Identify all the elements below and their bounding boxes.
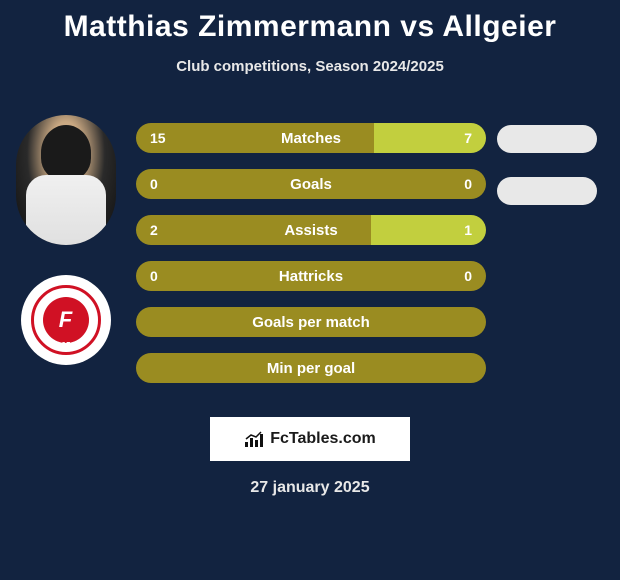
stat-label: Assists	[136, 222, 486, 239]
stat-label: Matches	[136, 130, 486, 147]
player-right-avatar-blank	[497, 177, 597, 205]
stat-row: Min per goal	[136, 353, 486, 383]
subtitle: Club competitions, Season 2024/2025	[0, 58, 620, 75]
player-left-avatar	[16, 115, 116, 245]
stat-row: Goals per match	[136, 307, 486, 337]
snapshot-date: 27 january 2025	[0, 479, 620, 497]
player-right-column	[492, 125, 602, 229]
club-initial: F	[59, 307, 72, 333]
player-left-column: F 95	[8, 115, 123, 365]
stat-row: 00Goals	[136, 169, 486, 199]
stat-label: Min per goal	[136, 360, 486, 377]
stat-label: Hattricks	[136, 268, 486, 285]
club-badge-core: F 95	[43, 297, 89, 343]
fctables-icon	[244, 430, 266, 448]
stat-row: 00Hattricks	[136, 261, 486, 291]
stat-row: 157Matches	[136, 123, 486, 153]
player-right-avatar-blank	[497, 125, 597, 153]
page-title: Matthias Zimmermann vs Allgeier	[0, 0, 620, 44]
footer-brand-badge: FcTables.com	[210, 417, 410, 461]
club-sub-number: 95	[61, 341, 70, 350]
comparison-panel: F 95 157Matches 00Goals 21Assists 00Hattric…	[0, 115, 620, 415]
footer-brand-text: FcTables.com	[270, 430, 376, 448]
stat-label: Goals	[136, 176, 486, 193]
player-left-club-badge: F 95	[21, 275, 111, 365]
stat-bars: 157Matches 00Goals 21Assists 00Hattricks Goa…	[136, 123, 486, 399]
stat-label: Goals per match	[136, 314, 486, 331]
club-badge-ring: F 95	[31, 285, 101, 355]
stat-row: 21Assists	[136, 215, 486, 245]
